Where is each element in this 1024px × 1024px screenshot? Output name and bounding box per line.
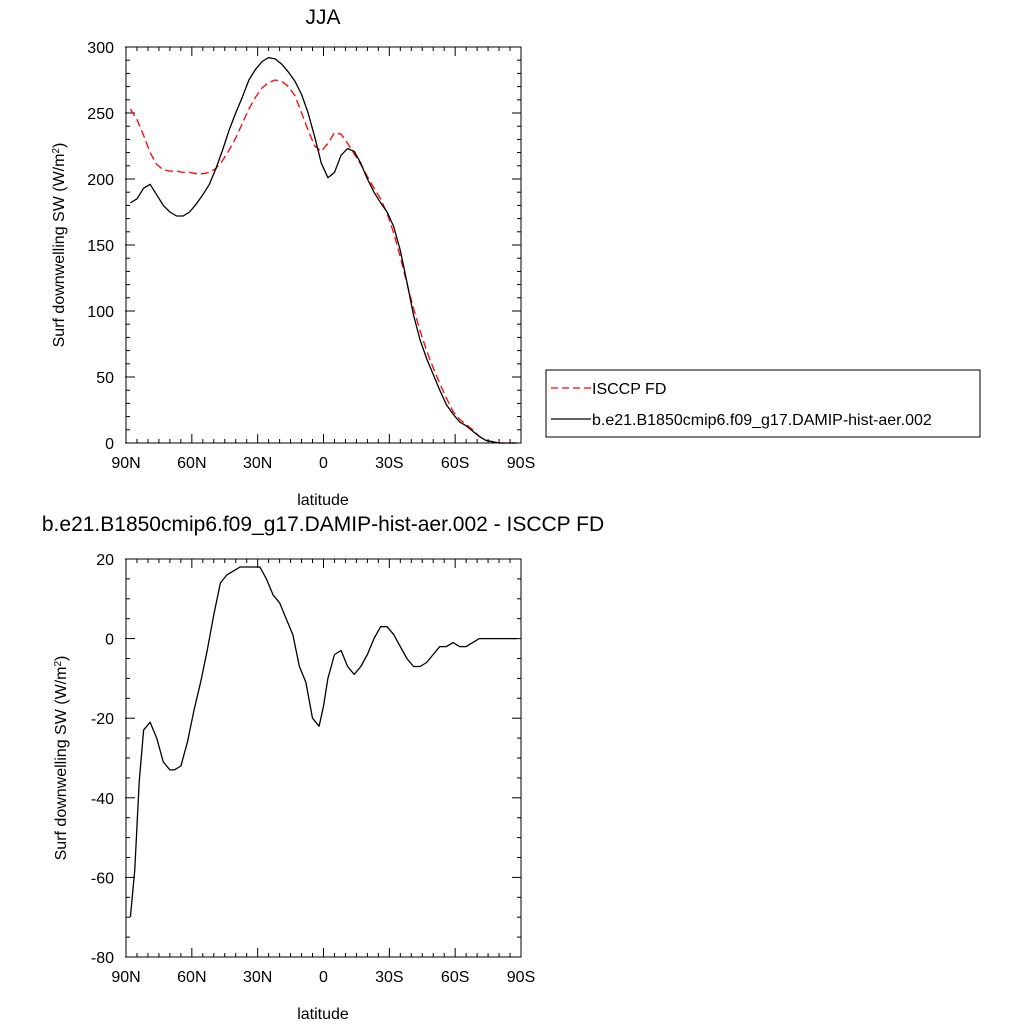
bottom-plot-frame [125,558,522,958]
bottom-plot-area: 90N 60N 30N 0 30S 60S 90S -80 -60 -40 -20 0 20 [91,552,535,986]
bottom-chart: b.e21.B1850cmip6.f09_g17.DAMIP-hist-aer.… [42,513,604,1023]
top-y-axis-label: Surf downwelling SW (W/m2) [51,143,69,348]
legend-box [545,369,981,438]
top-x-tick-label: 90N [111,455,140,472]
bottom-x-tick-label: 90S [507,969,535,986]
bottom-x-tick-label: 60N [177,969,206,986]
bottom-y-tick-label: 20 [96,552,114,569]
bottom-x-tick-label: 0 [319,969,328,986]
top-x-tick-label: 60N [177,455,206,472]
top-chart: JJA 90N 60N 30N 0 30S 60S 90S 0 50 100 150 200 250 30… [51,6,536,509]
top-y-tick-label: 300 [87,40,114,57]
bottom-x-tick-label: 30S [375,969,403,986]
top-y-tick-label: 0 [105,436,114,453]
bottom-x-axis-label: latitude [297,1006,349,1023]
bottom-x-tick-label: 60S [441,969,469,986]
legend-label-isccp: ISCCP FD [592,381,666,398]
legend-label-model: b.e21.B1850cmip6.f09_g17.DAMIP-hist-aer.… [592,412,932,429]
bottom-y-tick-label: -20 [91,711,114,728]
top-x-tick-label: 30S [375,455,403,472]
top-x-tick-label: 90S [507,455,535,472]
top-plot-frame [125,46,522,444]
top-y-tick-label: 250 [87,106,114,123]
bottom-y-tick-label: -40 [91,791,114,808]
top-series-line-0 [129,79,517,444]
top-y-tick-label: 100 [87,304,114,321]
bottom-y-axis-label: Surf downwelling SW (W/m2) [53,656,71,861]
top-x-tick-label: 60S [441,455,469,472]
bottom-x-tick-label: 90N [111,969,140,986]
top-x-tick-label: 0 [319,455,328,472]
bottom-series-line-0 [129,566,517,918]
top-y-tick-label: 150 [87,238,114,255]
bottom-chart-title: b.e21.B1850cmip6.f09_g17.DAMIP-hist-aer.… [42,513,604,536]
bottom-y-tick-label: -80 [91,950,114,967]
top-x-axis-label: latitude [297,492,349,509]
top-y-tick-label: 50 [96,370,114,387]
top-plot-area: 90N 60N 30N 0 30S 60S 90S 0 50 100 150 200 250 300 [87,40,535,472]
bottom-y-tick-label: -60 [91,870,114,887]
legend: ISCCP FD b.e21.B1850cmip6.f09_g17.DAMIP-… [545,369,981,438]
bottom-y-tick-label: 0 [105,632,114,649]
top-y-tick-label: 200 [87,172,114,189]
bottom-x-tick-label: 30N [243,969,272,986]
top-x-tick-label: 30N [243,455,272,472]
top-series-line-1 [130,56,517,444]
top-chart-title: JJA [305,6,340,29]
